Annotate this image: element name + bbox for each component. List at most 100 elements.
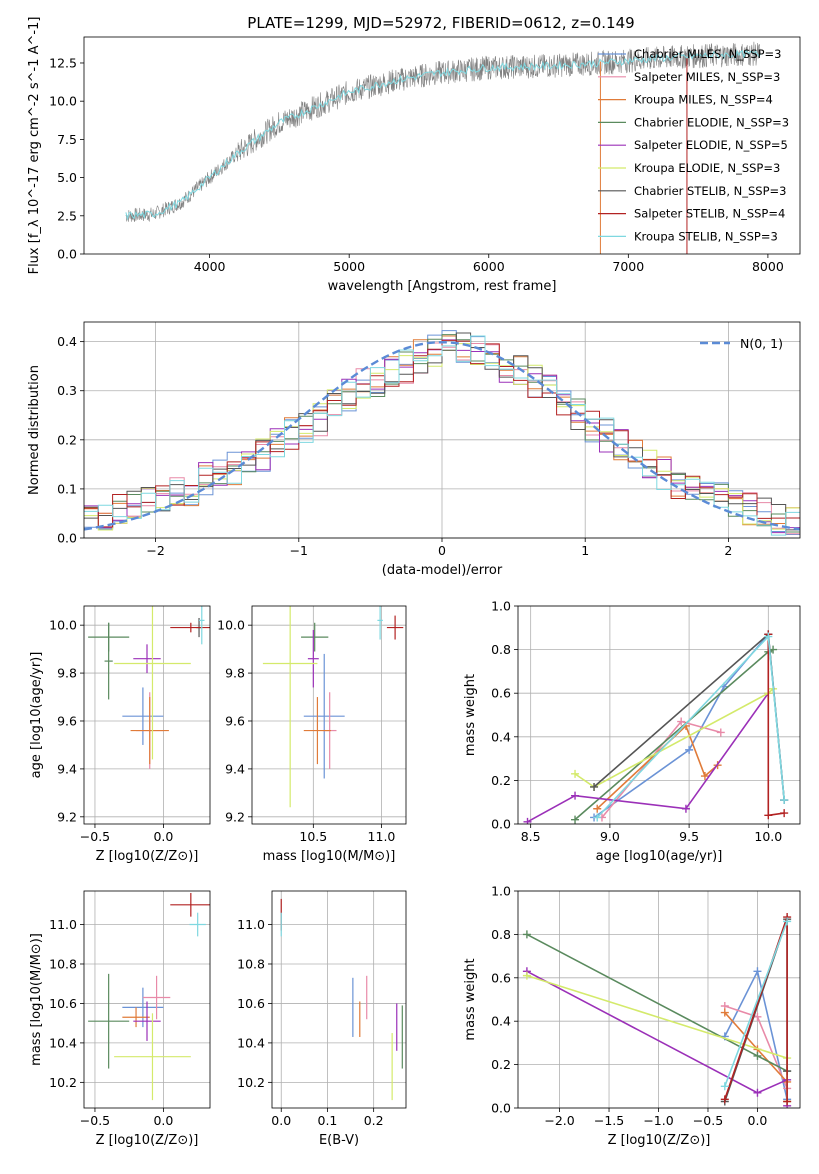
ticks: −0.5 0.0 9.2 9.4 9.6 9.8 10.0 <box>49 618 173 844</box>
y-tick-label: 0.0 <box>57 247 77 262</box>
series-marker <box>593 813 602 822</box>
plot-frame <box>517 890 801 1109</box>
errorbar-point <box>301 622 329 652</box>
histogram-0 <box>84 330 800 535</box>
y-tick-label: 0.6 <box>491 970 511 985</box>
errorbar-point <box>199 606 205 645</box>
y-tick-label: 0.0 <box>57 531 77 546</box>
errorbar-point <box>104 622 113 700</box>
series-line <box>526 933 788 1072</box>
plot-area <box>522 913 792 1108</box>
plot-frame <box>271 890 407 1109</box>
series-marker <box>716 728 725 737</box>
ticks: −0.5 0.0 10.2 10.4 10.6 10.8 11.0 <box>49 917 173 1128</box>
errorbar-point <box>262 606 318 808</box>
errorbar-point <box>303 697 332 765</box>
chart-residuals: −2 −1 0 1 2 0.0 0.1 0.2 0.3 0.4 (data-model)/error… <box>27 321 801 578</box>
x-axis-label: wavelength [Angstrom, rest frame] <box>328 279 557 294</box>
legend-label: Salpeter STELIB, N_SSP=4 <box>634 207 785 221</box>
errorbar-point <box>133 644 161 674</box>
errorbar-point <box>114 1013 191 1101</box>
legend: N(0, 1) <box>700 336 783 351</box>
errorbar-point <box>114 606 191 760</box>
x-tick-label: 1 <box>581 543 589 558</box>
histogram-6 <box>84 332 800 531</box>
y-tick-label: 10.6 <box>49 996 77 1011</box>
series-marker <box>677 717 686 726</box>
y-axis-label: mass weight <box>463 958 478 1040</box>
legend-label: N(0, 1) <box>740 336 783 351</box>
series-marker <box>783 1097 792 1106</box>
legend-label: Salpeter ELODIE, N_SSP=5 <box>634 138 788 152</box>
ticks: 4000 5000 6000 7000 8000 0.0 2.5 5.0 7.5 10.0 12.5 <box>49 55 784 274</box>
x-tick-label: 8000 <box>752 259 784 274</box>
y-tick-label: 9.4 <box>57 761 77 776</box>
legend-label: Kroupa MILES, N_SSP=4 <box>634 93 773 107</box>
y-tick-label: 9.8 <box>225 666 245 681</box>
series-marker <box>753 967 762 976</box>
series-marker <box>700 772 709 781</box>
x-axis-label: E(B-V) <box>319 1133 359 1148</box>
series-marker <box>753 1088 762 1097</box>
legend-label: Kroupa STELIB, N_SSP=3 <box>634 229 778 243</box>
x-tick-label: 10.0 <box>754 829 782 844</box>
chart-mass-weight-vs-age: 8.5 9.0 9.5 10.0 0.0 0.2 0.4 0.6 0.8 1.0 age [log1… <box>463 599 801 864</box>
x-axis-label: Z [log10(Z/Z⊙)] <box>96 1133 199 1148</box>
x-tick-label: 0.0 <box>153 1113 173 1128</box>
series-marker <box>571 791 580 800</box>
y-axis-label: mass weight <box>463 674 478 756</box>
y-tick-label: 2.5 <box>57 208 77 223</box>
histogram-8 <box>84 335 800 536</box>
legend-label: Salpeter MILES, N_SSP=3 <box>634 70 780 84</box>
x-tick-label: −1.0 <box>643 1113 673 1128</box>
histogram-3 <box>84 334 800 533</box>
plot-area <box>280 898 403 1101</box>
x-axis-label: age [log10(age/yr)] <box>596 849 723 864</box>
gaussian-curve <box>84 340 800 531</box>
legend-label: Chabrier STELIB, N_SSP=3 <box>634 184 786 198</box>
y-tick-label: 9.4 <box>225 761 245 776</box>
y-tick-label: 10.2 <box>237 1075 265 1090</box>
y-tick-label: 0.1 <box>57 481 77 496</box>
errorbar-point <box>303 653 345 779</box>
plot-area <box>88 892 210 1101</box>
errorbar-point <box>170 892 210 917</box>
y-axis-label: Flux [f_λ 10^-17 erg cm^-2 s^-1 A^-1] <box>27 17 42 275</box>
chart-age-vs-Z: −0.5 0.0 9.2 9.4 9.6 9.8 10.0 Z [log10(Z/Z⊙)] ag… <box>29 605 211 864</box>
errorbar-point <box>142 975 171 1020</box>
plot-frame <box>83 321 801 539</box>
series-line <box>596 724 719 810</box>
x-tick-label: 8.5 <box>521 829 541 844</box>
x-tick-label: 0.0 <box>271 1113 291 1128</box>
x-tick-label: −2.0 <box>544 1113 574 1128</box>
series-marker <box>571 769 580 778</box>
series-marker <box>764 632 773 641</box>
y-tick-label: 0.8 <box>491 642 511 657</box>
grid <box>84 891 210 1108</box>
y-tick-label: 10.0 <box>217 618 245 633</box>
y-tick-label: 10.2 <box>49 1075 77 1090</box>
errorbar-point <box>189 912 206 937</box>
y-tick-label: 9.2 <box>57 809 77 824</box>
x-tick-label: 9.5 <box>679 829 699 844</box>
y-tick-label: 10.8 <box>49 956 77 971</box>
figure-title: PLATE=1299, MJD=52972, FIBERID=0612, z=0… <box>247 14 634 32</box>
series-marker <box>764 811 773 820</box>
y-axis-label: mass [log10(M/M⊙)] <box>29 933 44 1066</box>
series-marker <box>523 817 532 824</box>
y-tick-label: 0.2 <box>491 1057 511 1072</box>
x-tick-label: 0.0 <box>748 1113 768 1128</box>
x-tick-label: −0.5 <box>80 1113 110 1128</box>
y-tick-label: 7.5 <box>57 132 77 147</box>
y-tick-label: 11.0 <box>49 917 77 932</box>
x-axis-label: Z [log10(Z/Z⊙)] <box>608 1133 711 1148</box>
y-tick-label: 0.4 <box>491 729 511 744</box>
errorbar-point <box>170 622 210 633</box>
x-tick-label: 2 <box>724 543 732 558</box>
series-line <box>574 688 774 788</box>
spectrum-data-line <box>125 41 761 222</box>
x-tick-label: 4000 <box>194 259 226 274</box>
series-marker <box>783 917 792 926</box>
series-marker <box>753 1051 762 1060</box>
x-tick-label: 9.0 <box>600 829 620 844</box>
